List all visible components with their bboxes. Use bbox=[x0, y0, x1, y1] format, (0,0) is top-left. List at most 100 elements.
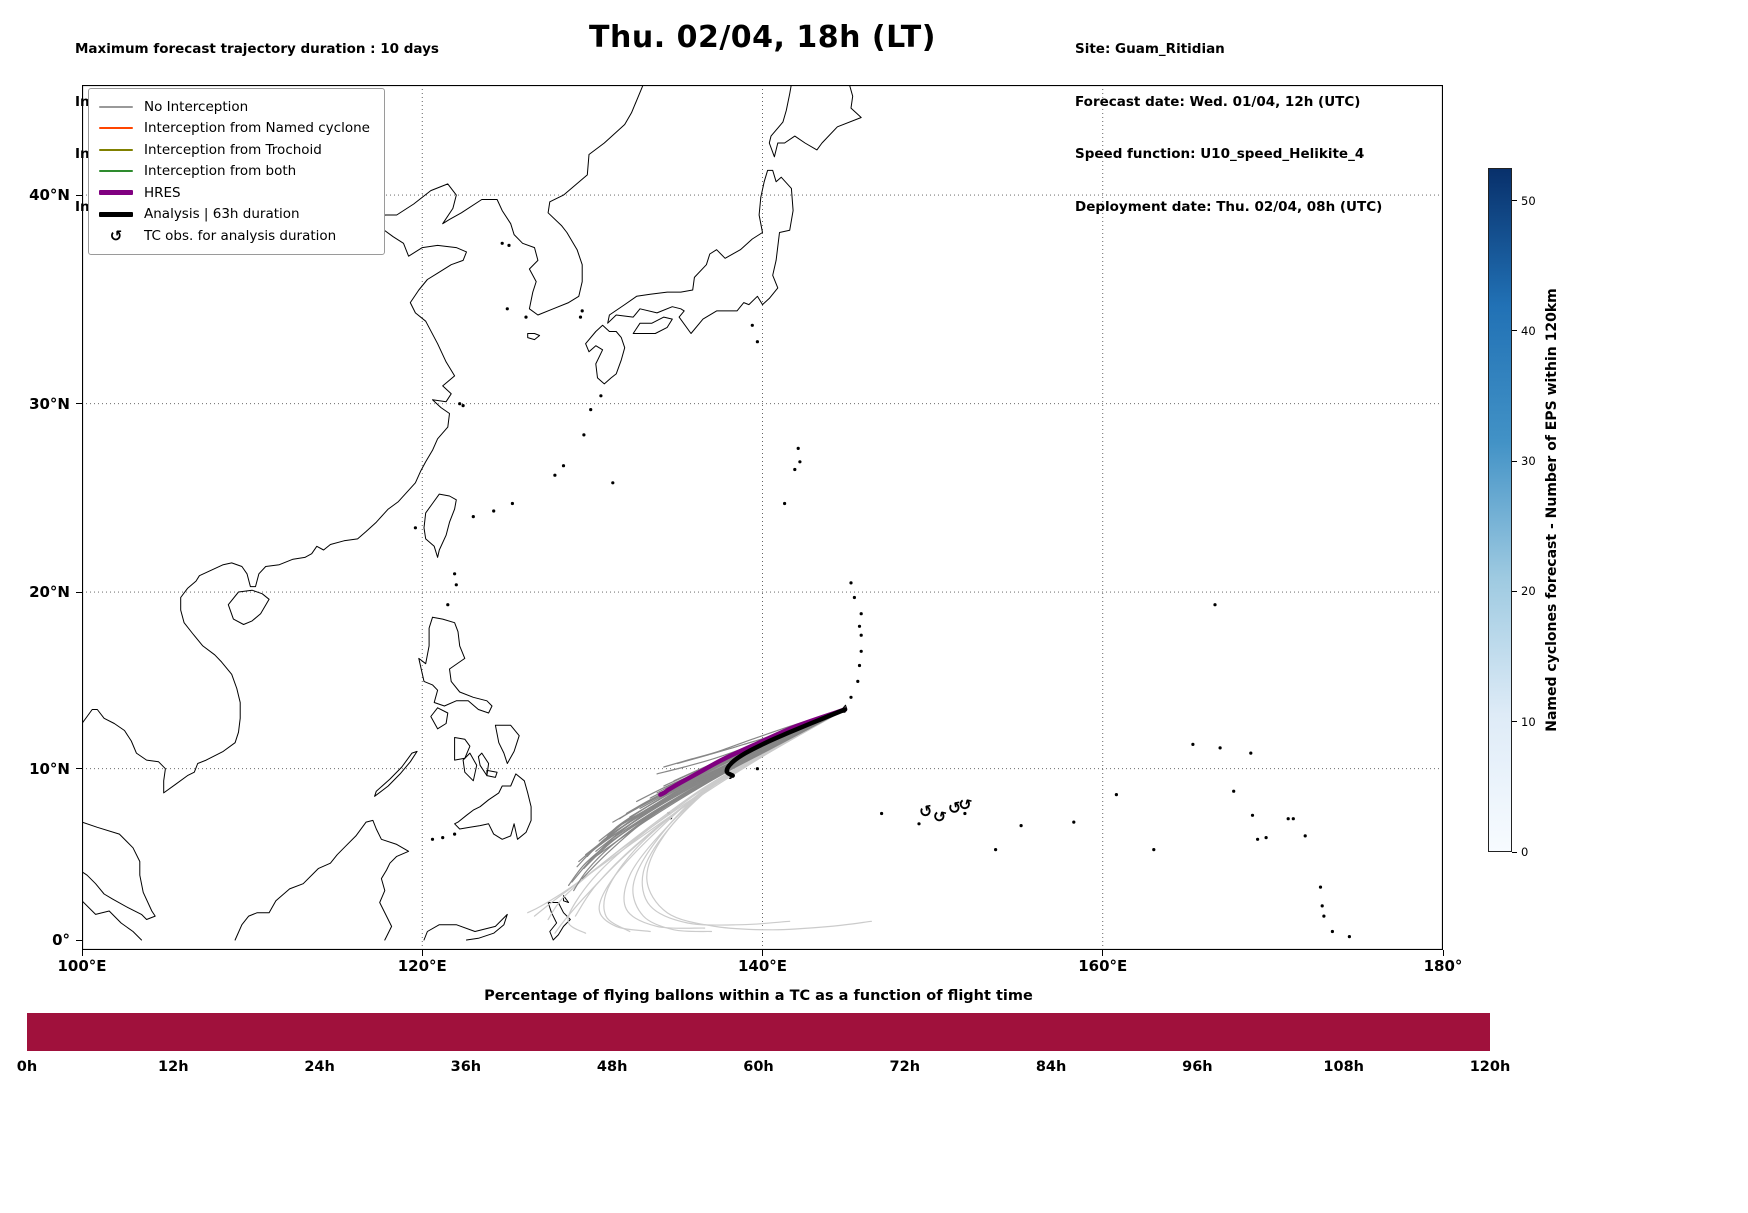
legend-item: Interception from Named cyclone bbox=[99, 118, 370, 140]
legend-item: HRES bbox=[99, 182, 370, 204]
legend-line-swatch bbox=[99, 127, 133, 130]
coastline bbox=[547, 902, 571, 941]
x-axis-tick bbox=[1442, 950, 1444, 956]
trajectory-no-interception bbox=[573, 708, 846, 892]
island-dot bbox=[1114, 793, 1118, 797]
colorbar bbox=[1488, 168, 1512, 852]
coastline bbox=[607, 169, 794, 334]
trajectory-no-interception-faded-tail bbox=[567, 708, 846, 934]
y-axis-tick bbox=[76, 194, 82, 196]
island-dot bbox=[859, 649, 863, 653]
island-dot bbox=[1322, 914, 1326, 918]
island-dot bbox=[471, 515, 475, 519]
coastline bbox=[423, 493, 457, 558]
island-dot bbox=[580, 309, 584, 313]
flight-time-tick-label: 96h bbox=[1182, 1059, 1213, 1075]
trajectory-no-interception bbox=[578, 708, 846, 863]
legend-line-swatch bbox=[99, 105, 133, 108]
legend-label: HRES bbox=[144, 184, 181, 201]
island-dot bbox=[413, 526, 417, 530]
legend-line-swatch bbox=[99, 190, 133, 196]
island-dot bbox=[857, 624, 862, 628]
legend-item: Analysis | 63h duration bbox=[99, 204, 370, 226]
tc-obs-marker: ↺ bbox=[917, 801, 934, 822]
legend-label: Interception from Trochoid bbox=[144, 141, 322, 158]
flight-time-tick-label: 108h bbox=[1323, 1059, 1364, 1075]
legend-item: No Interception bbox=[99, 96, 370, 118]
island-dot bbox=[446, 603, 450, 607]
coastline bbox=[486, 769, 498, 778]
trajectory-no-interception-faded-tail bbox=[574, 708, 846, 917]
island-dot bbox=[859, 612, 863, 616]
flight-time-tick-label: 36h bbox=[450, 1059, 482, 1075]
trajectory-no-interception bbox=[568, 708, 846, 886]
island-dot bbox=[453, 572, 457, 576]
legend-line-swatch bbox=[99, 170, 133, 173]
x-axis-tick-label: 120°E bbox=[397, 957, 447, 975]
coastline bbox=[454, 773, 532, 840]
island-dot bbox=[1072, 820, 1076, 824]
island-dot bbox=[1191, 742, 1195, 747]
island-dot bbox=[507, 243, 511, 247]
header-right-line: Forecast date: Wed. 01/04, 12h (UTC) bbox=[1075, 93, 1361, 110]
island-dot bbox=[524, 315, 528, 319]
island-dot bbox=[856, 679, 860, 684]
legend-item: Interception from Trochoid bbox=[99, 139, 370, 161]
cyclone-icon: ↺ bbox=[109, 226, 123, 245]
map-plot: ↺ ↺ ↺ ↺ No Interception Interception from Na… bbox=[82, 85, 1443, 950]
island-dot bbox=[578, 315, 583, 319]
island-dot bbox=[492, 509, 496, 513]
header-right-block: Site: Guam_Ritidian Forecast date: Wed. … bbox=[1075, 6, 1382, 252]
island-dot bbox=[859, 633, 863, 637]
legend-line-swatch bbox=[99, 211, 133, 217]
coastline bbox=[418, 616, 493, 714]
header-right-line: Speed function: U10_speed_Helikite_4 bbox=[1075, 146, 1365, 163]
legend-line-sample bbox=[99, 170, 133, 173]
island-dot bbox=[1291, 817, 1295, 821]
island-dot bbox=[1286, 817, 1290, 821]
trajectory-map: ↺↺↺↺ bbox=[82, 85, 1443, 950]
island-dot bbox=[500, 241, 504, 245]
colorbar-tick bbox=[1512, 721, 1517, 723]
x-axis-tick-label: 140°E bbox=[737, 957, 788, 975]
y-axis-tick-label: 10°N bbox=[29, 759, 70, 778]
island-dot bbox=[750, 323, 754, 327]
island-dot bbox=[454, 583, 458, 587]
trajectory-no-interception-faded-tail bbox=[623, 708, 846, 929]
legend-line-sample bbox=[99, 127, 133, 130]
coastline bbox=[462, 752, 478, 782]
island-dot bbox=[755, 340, 760, 344]
island-dot bbox=[510, 501, 514, 506]
tc-obs-marker: ↺ bbox=[956, 794, 974, 816]
coastline bbox=[768, 85, 862, 158]
colorbar-tick-label: 20 bbox=[1521, 584, 1536, 599]
y-axis-tick-label: 30°N bbox=[29, 394, 70, 413]
x-axis-tick-label: 180° bbox=[1423, 957, 1463, 975]
colorbar-tick bbox=[1512, 590, 1517, 592]
legend-label: TC obs. for analysis duration bbox=[144, 227, 337, 244]
island-dot bbox=[857, 663, 862, 668]
legend-label: Interception from Named cyclone bbox=[144, 120, 370, 137]
colorbar-tick-label: 0 bbox=[1521, 845, 1529, 859]
island-dot bbox=[793, 467, 797, 472]
trajectory-analysis-63h-duration bbox=[724, 707, 848, 778]
x-axis-tick bbox=[421, 950, 423, 956]
coastline bbox=[494, 724, 520, 764]
legend-line-sample bbox=[99, 105, 133, 108]
island-dot bbox=[1330, 929, 1334, 934]
island-dot bbox=[963, 811, 967, 816]
y-axis-tick bbox=[76, 591, 82, 593]
colorbar-tick bbox=[1512, 330, 1517, 332]
trajectory-no-interception-faded-tail bbox=[527, 708, 846, 914]
island-dot bbox=[1218, 746, 1222, 750]
y-axis-tick bbox=[76, 403, 82, 405]
x-axis-tick-label: 160°E bbox=[1078, 957, 1128, 975]
coastline bbox=[632, 316, 673, 334]
island-dot bbox=[1318, 885, 1323, 889]
trajectory-no-interception bbox=[581, 708, 846, 880]
island-dot bbox=[798, 460, 802, 464]
coastline bbox=[234, 819, 410, 941]
island-dot bbox=[430, 837, 435, 841]
island-dot bbox=[1347, 935, 1351, 939]
coastline bbox=[82, 85, 644, 794]
